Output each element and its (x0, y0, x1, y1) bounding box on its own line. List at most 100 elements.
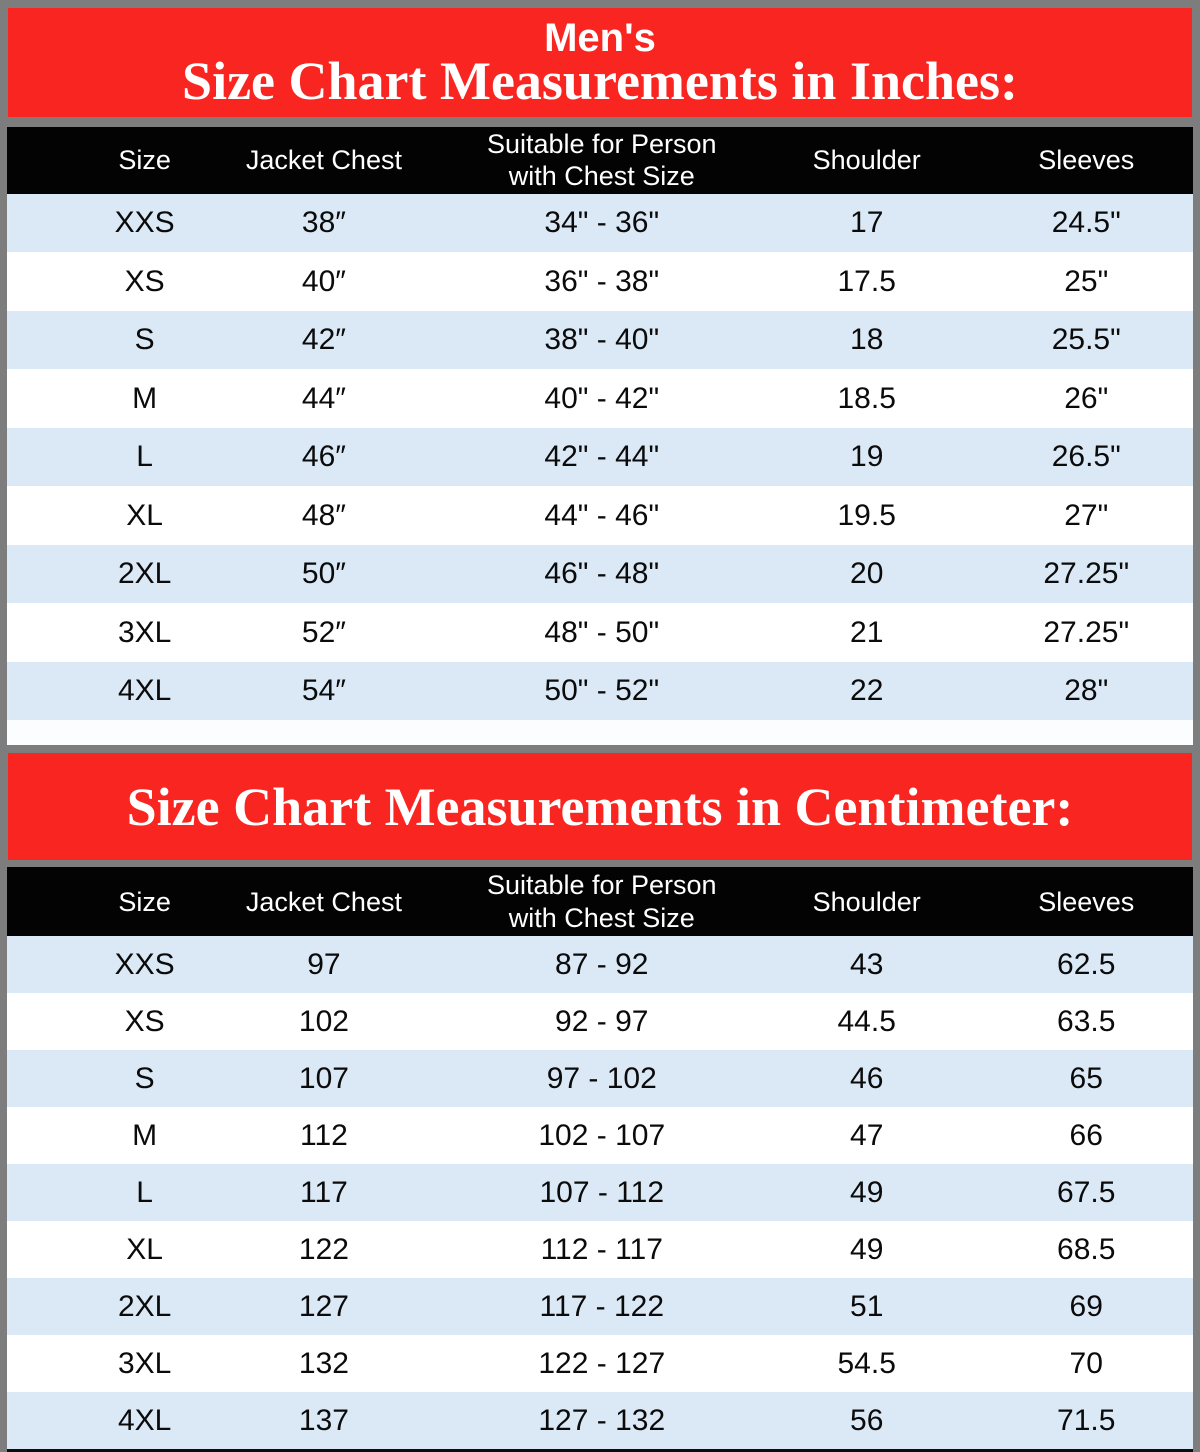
table-cell: 42" - 44" (544, 440, 660, 474)
table-cell: 18.5 (837, 381, 896, 415)
table-cell: 66 (1069, 1118, 1103, 1152)
column-header: Sleeves (979, 127, 1193, 194)
header-row: Size Jacket Chest Suitable for Person with… (7, 867, 1193, 937)
table-cell: 46 (850, 1061, 884, 1095)
table-cell: 19.5 (837, 498, 896, 532)
table-cell: 52″ (301, 615, 346, 649)
table-cell: 40" - 42" (544, 381, 660, 415)
table-cell: 19 (850, 440, 884, 474)
table-cell: 70 (1069, 1346, 1103, 1380)
table-cell: 97 (307, 947, 341, 981)
table-cell: 112 (300, 1118, 348, 1152)
table-cell: 24.5" (1051, 206, 1121, 240)
centimeter-table-header: Size Jacket Chest Suitable for Person with… (7, 867, 1193, 937)
table-cell: 112 - 117 (540, 1232, 663, 1266)
table-cell: 56 (850, 1403, 884, 1437)
inches-section: Men's Size Chart Measurements in Inches:… (7, 8, 1193, 721)
table-cell: 34" - 36" (544, 206, 660, 240)
table-cell: 92 - 97 (555, 1004, 649, 1038)
table-cell: 18 (850, 323, 884, 357)
table-cell: XS (124, 264, 165, 298)
table-row: 2XL 50″ 46" - 48" 20 27.25" (7, 544, 1193, 604)
header-row: Size Jacket Chest Suitable for Person with… (7, 127, 1193, 194)
table-cell: L (136, 1175, 153, 1209)
table-row: M 44″ 40" - 42" 18.5 26" (7, 369, 1193, 428)
table-cell: 43 (850, 947, 884, 981)
table-row: 3XL 132 122 - 127 54.5 70 (7, 1335, 1193, 1393)
table-cell: 50" - 52" (544, 674, 660, 708)
table-cell: 54″ (301, 674, 346, 708)
table-cell: 25" (1064, 264, 1109, 298)
table-row: 4XL 137 127 - 132 56 71.5 (7, 1392, 1193, 1450)
table-cell: 122 - 127 (538, 1346, 666, 1380)
table-cell: 27.25" (1043, 557, 1130, 591)
table-bottom-border (7, 1449, 1193, 1452)
centimeter-size-table: Size Jacket Chest Suitable for Person with… (7, 867, 1193, 1450)
table-cell: 122 (298, 1232, 349, 1266)
column-header: Jacket Chest (238, 867, 464, 937)
table-cell: 25.5" (1051, 323, 1121, 357)
table-cell: 51 (850, 1289, 884, 1323)
table-cell: 65 (1069, 1061, 1103, 1095)
table-cell: 21 (850, 615, 884, 649)
table-cell: 107 (298, 1061, 349, 1095)
table-cell: 27" (1064, 498, 1109, 532)
table-cell: 44.5 (837, 1004, 896, 1038)
table-cell: M (132, 381, 158, 415)
table-row: M 112 102 - 107 47 66 (7, 1107, 1193, 1165)
table-cell: 22 (850, 674, 884, 708)
table-cell: 42″ (301, 323, 346, 357)
column-header: Suitable for Person with Chest Size (463, 867, 740, 937)
table-cell: 38" - 40" (544, 323, 660, 357)
table-row: 3XL 52″ 48" - 50" 21 27.25" (7, 603, 1193, 662)
table-cell: 47 (850, 1118, 884, 1152)
table-cell: 87 - 92 (555, 947, 649, 981)
centimeter-table-body: XXS 97 87 - 92 43 62.5 XS 102 92 - 97 44.5 63.5 S 1… (7, 936, 1193, 1450)
table-cell: 49 (850, 1232, 884, 1266)
column-header: Size (7, 867, 239, 937)
centimeter-banner: Size Chart Measurements in Centimeter: (8, 753, 1192, 861)
inches-table-body: XXS 38″ 34" - 36" 17 24.5" XS 40″ 36" - 38" 17.5… (7, 193, 1193, 721)
table-cell: 49 (850, 1175, 884, 1209)
table-cell: 17 (850, 206, 884, 240)
table-cell: 2XL (117, 1289, 172, 1323)
table-cell: S (134, 323, 155, 357)
table-cell: 69 (1069, 1289, 1103, 1323)
table-row: S 107 97 - 102 46 65 (7, 1050, 1193, 1108)
table-row: L 46″ 42" - 44" 19 26.5" (7, 427, 1193, 487)
table-cell: 36" - 38" (544, 264, 660, 298)
table-cell: 3XL (117, 1346, 172, 1380)
table-row: XL 122 112 - 117 49 68.5 (7, 1221, 1193, 1279)
inches-banner: Men's Size Chart Measurements in Inches: (8, 8, 1192, 117)
table-cell: 54.5 (837, 1346, 896, 1380)
column-header: Sleeves (979, 867, 1193, 937)
inches-banner-title: Size Chart Measurements in Inches: (182, 51, 1018, 111)
table-cell: 137 (298, 1403, 349, 1437)
inches-size-table: Size Jacket Chest Suitable for Person with… (7, 127, 1193, 721)
table-cell: XXS (114, 947, 175, 981)
table-cell: 63.5 (1057, 1004, 1116, 1038)
table-cell: S (134, 1061, 155, 1095)
table-cell: 3XL (117, 615, 172, 649)
table-cell: 4XL (117, 674, 172, 708)
table-cell: 46″ (301, 440, 346, 474)
banner-gender-label: Men's (544, 16, 656, 60)
table-row: S 42″ 38" - 40" 18 25.5" (7, 310, 1193, 370)
table-cell: 40″ (301, 264, 346, 298)
table-cell: 26.5" (1051, 440, 1121, 474)
column-header: Shoulder (739, 867, 980, 937)
table-cell: 26" (1064, 381, 1109, 415)
table-cell: 38″ (301, 206, 346, 240)
table-cell: L (136, 440, 153, 474)
table-cell: 50″ (301, 557, 346, 591)
table-cell: 117 (300, 1175, 348, 1209)
table-row: 4XL 54″ 50" - 52" 22 28" (7, 661, 1193, 721)
table-row: XL 48″ 44" - 46" 19.5 27" (7, 486, 1193, 545)
table-row: XS 102 92 - 97 44.5 63.5 (7, 993, 1193, 1051)
table-cell: 17.5 (837, 264, 896, 298)
table-cell: 68.5 (1057, 1232, 1116, 1266)
table-cell: 48" - 50" (544, 615, 660, 649)
table-cell: 127 - 132 (538, 1403, 666, 1437)
table-cell: 127 (298, 1289, 349, 1323)
section-divider (7, 720, 1193, 746)
